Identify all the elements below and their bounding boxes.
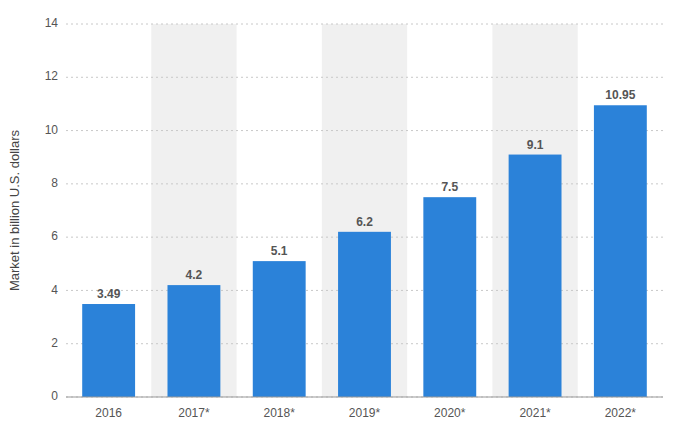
x-tick-label: 2016 xyxy=(95,406,122,420)
bar xyxy=(82,304,135,397)
x-tick-label: 2021* xyxy=(519,406,551,420)
data-label: 6.2 xyxy=(356,215,373,229)
grid-line xyxy=(66,183,663,184)
x-tick-label: 2019* xyxy=(349,406,381,420)
bar xyxy=(253,261,306,397)
bar xyxy=(509,155,562,397)
x-tick-label: 2022* xyxy=(605,406,637,420)
y-tick-label: 8 xyxy=(51,176,58,190)
y-axis: 0 2 4 6 8 10 12 14 xyxy=(45,16,663,403)
y-tick-label: 10 xyxy=(45,123,59,137)
column-band xyxy=(492,24,577,397)
bar xyxy=(594,105,647,397)
grid-line xyxy=(66,77,663,78)
data-label: 5.1 xyxy=(271,244,288,258)
chart: 0 2 4 6 8 10 12 14 Market in billion U.S. dollar… xyxy=(0,0,679,437)
grid-line xyxy=(66,24,663,25)
y-tick-label: 14 xyxy=(45,16,59,30)
x-tick-label: 2020* xyxy=(434,406,466,420)
bars xyxy=(82,105,647,397)
bar xyxy=(423,197,476,397)
bar xyxy=(338,232,391,397)
data-label: 10.95 xyxy=(605,88,635,102)
bar xyxy=(167,285,220,397)
chart-container: 0 2 4 6 8 10 12 14 Market in billion U.S. dollar… xyxy=(0,0,679,437)
grid-line xyxy=(66,130,663,131)
y-tick-label: 0 xyxy=(51,389,58,403)
grid-line xyxy=(66,397,663,398)
data-label: 9.1 xyxy=(527,138,544,152)
data-label: 4.2 xyxy=(186,268,203,282)
column-band xyxy=(322,24,407,397)
column-bands xyxy=(151,24,577,397)
y-tick-label: 4 xyxy=(51,283,58,297)
x-tick-label: 2017* xyxy=(178,406,210,420)
y-tick-label: 6 xyxy=(51,229,58,243)
y-tick-label: 12 xyxy=(45,69,59,83)
y-tick-label: 2 xyxy=(51,336,58,350)
x-tick-label: 2018* xyxy=(264,406,296,420)
x-axis-line xyxy=(66,397,663,398)
data-label: 3.49 xyxy=(97,287,121,301)
y-axis-label: Market in billion U.S. dollars xyxy=(7,129,22,291)
column-band xyxy=(151,24,236,397)
data-label: 7.5 xyxy=(441,180,458,194)
x-axis: 2016 2017* 2018* 2019* 2020* 2021* 2022* xyxy=(95,406,636,420)
data-labels: 3.49 4.2 5.1 6.2 7.5 9.1 10.95 xyxy=(97,88,636,301)
